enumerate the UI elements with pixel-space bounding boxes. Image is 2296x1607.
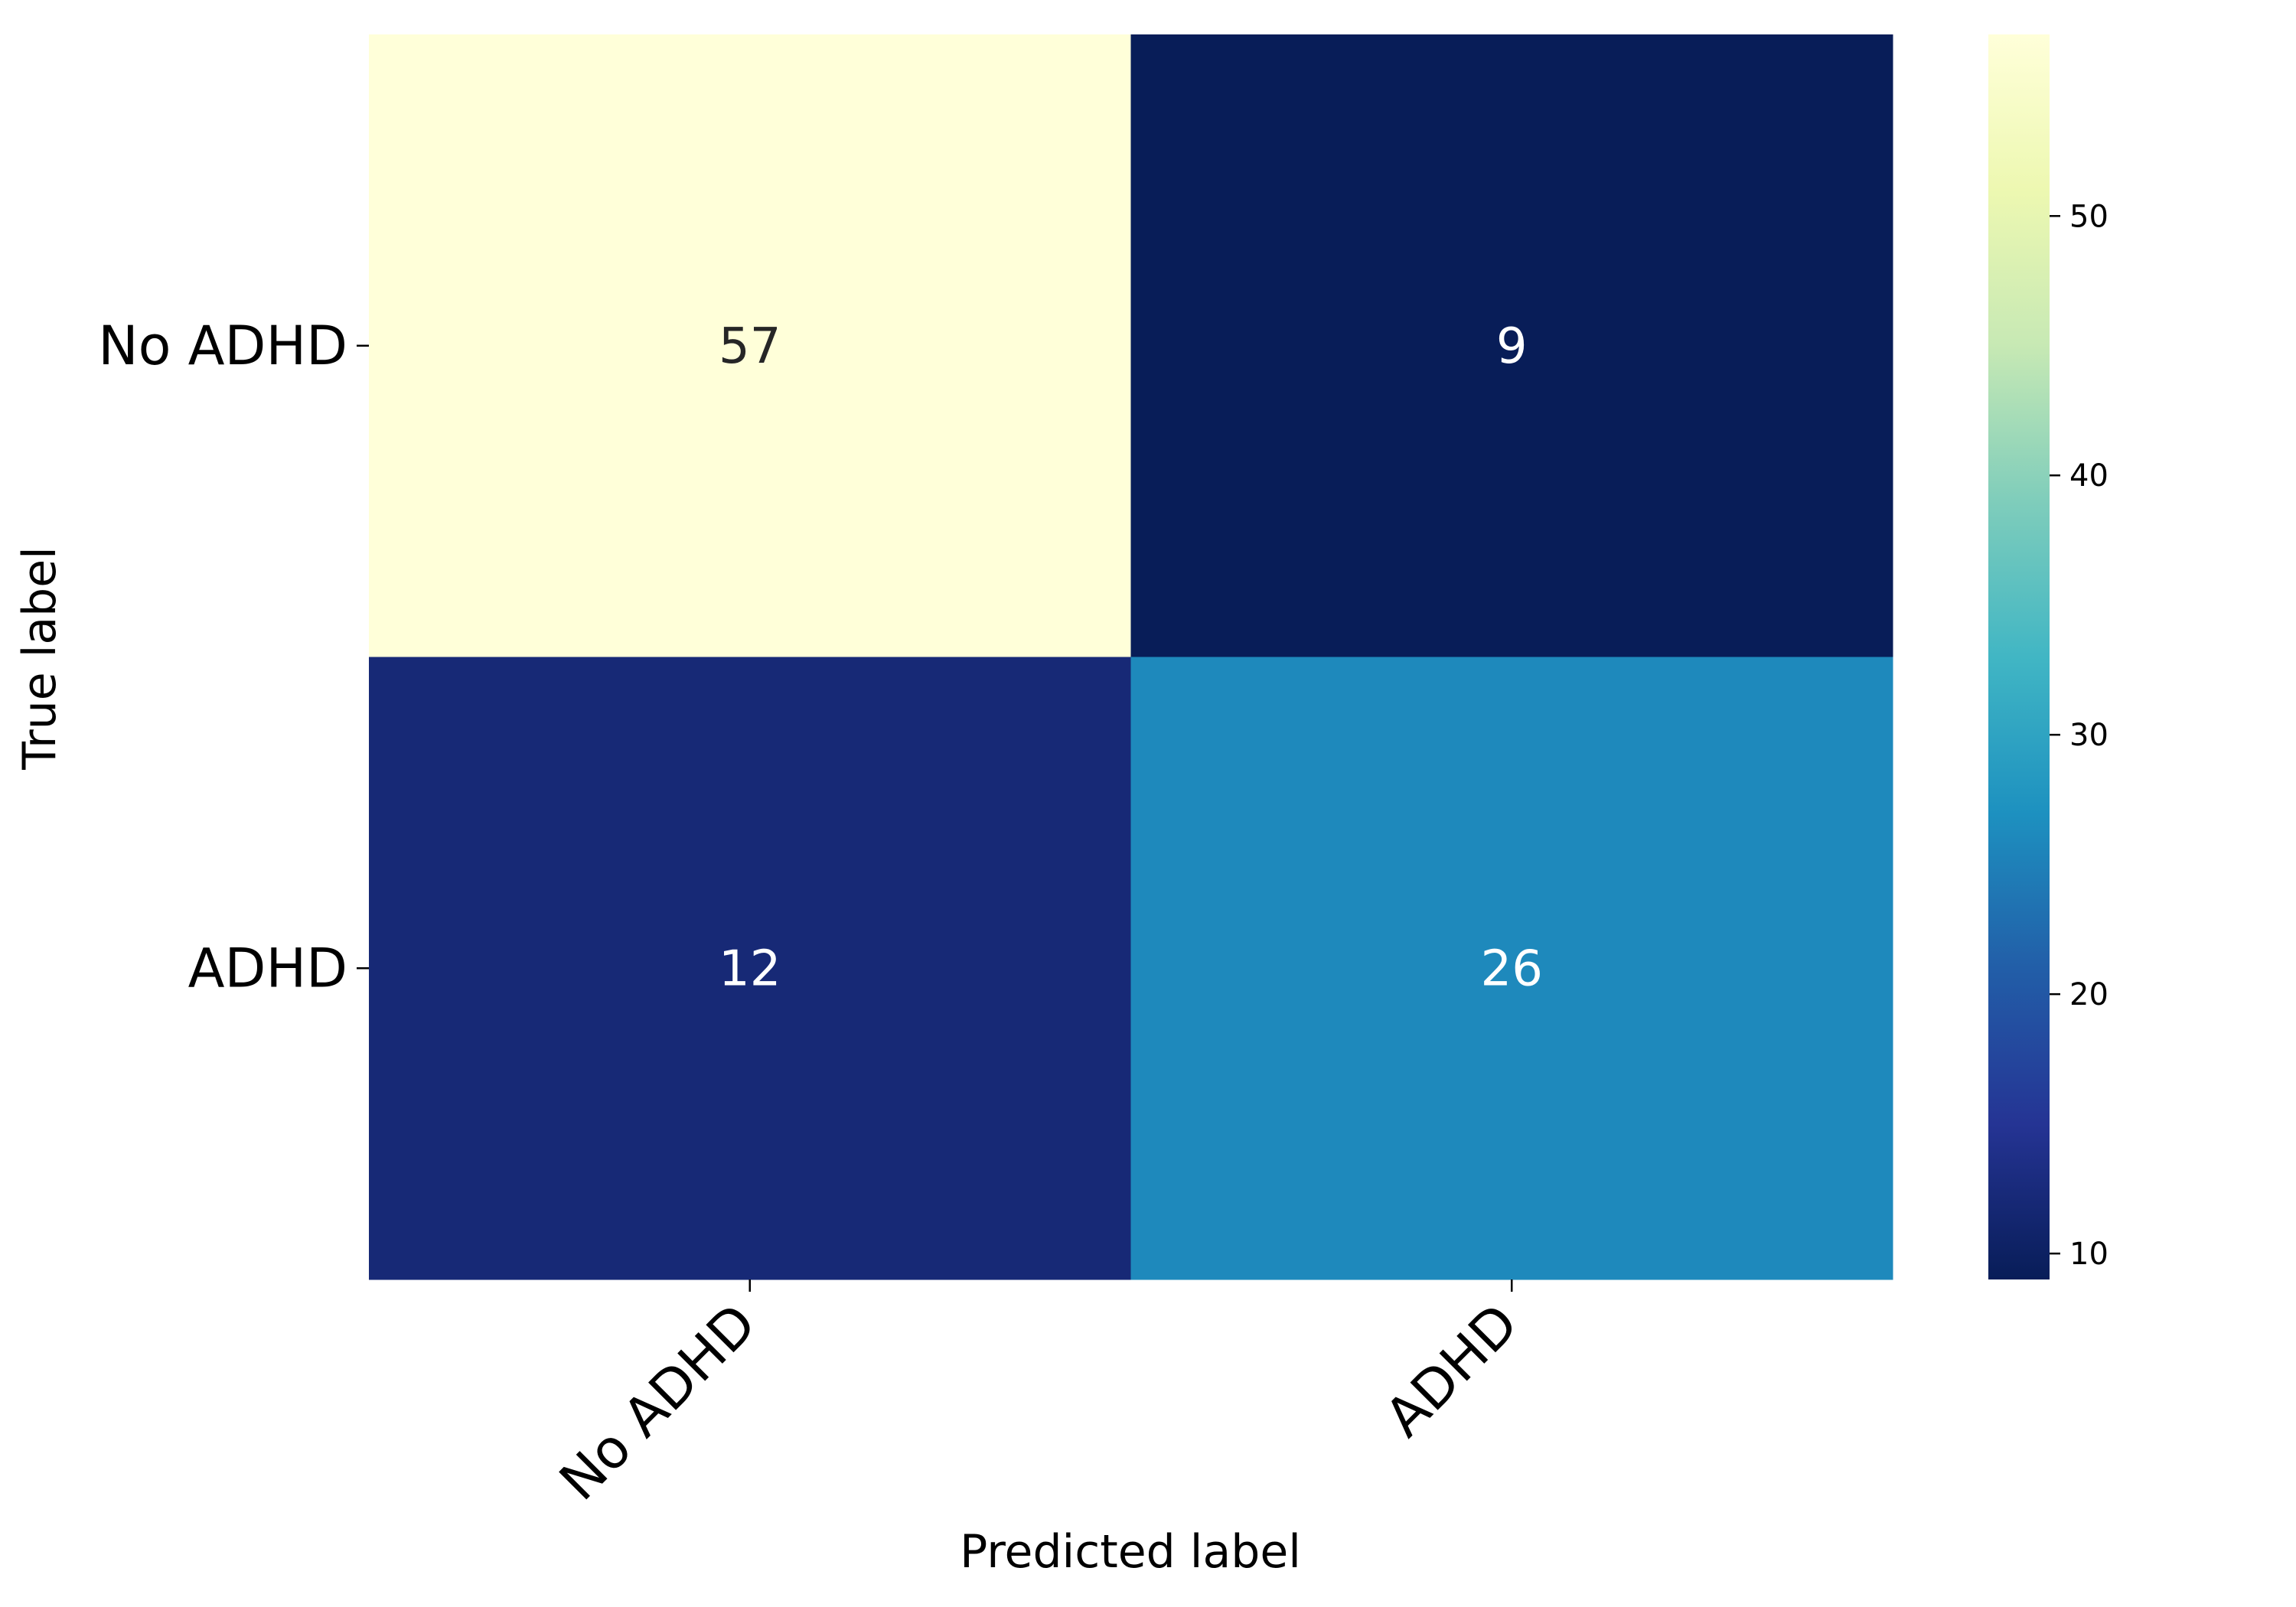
x-axis-label: Predicted label xyxy=(960,1525,1301,1579)
colorbar-tick-label: 10 xyxy=(2069,1237,2108,1272)
x-tick-label: ADHD xyxy=(1373,1292,1530,1449)
y-axis-label: True label xyxy=(13,546,67,771)
y-tick-label: No ADHD xyxy=(98,315,347,377)
y-axis-ticks: No ADHD ADHD xyxy=(98,315,369,999)
y-tick-label: ADHD xyxy=(188,937,347,999)
heatmap-cells xyxy=(369,34,1893,1280)
colorbar-tick-label: 30 xyxy=(2069,718,2108,753)
cell-value-label: 12 xyxy=(719,940,781,997)
heatmap-cell xyxy=(369,657,1131,1280)
colorbar-tick-label: 50 xyxy=(2069,199,2108,234)
colorbar-tick-label: 40 xyxy=(2069,458,2108,494)
colorbar-tick-label: 20 xyxy=(2069,977,2108,1012)
colorbar: 10 20 30 40 50 xyxy=(1988,34,2108,1279)
cell-annotations: 57 9 12 26 xyxy=(719,318,1543,998)
cell-value-label: 26 xyxy=(1481,940,1543,997)
heatmap-cell xyxy=(1130,657,1893,1280)
colorbar-ticks: 10 20 30 40 50 xyxy=(2050,199,2108,1272)
cell-value-label: 57 xyxy=(719,318,781,375)
cell-value-label: 9 xyxy=(1496,318,1528,375)
x-axis-ticks: No ADHD ADHD xyxy=(547,1279,1530,1512)
colorbar-gradient xyxy=(1988,34,2050,1279)
heatmap-cell xyxy=(1130,34,1893,657)
x-tick-label: No ADHD xyxy=(547,1292,768,1512)
heatmap-cell xyxy=(369,34,1131,657)
